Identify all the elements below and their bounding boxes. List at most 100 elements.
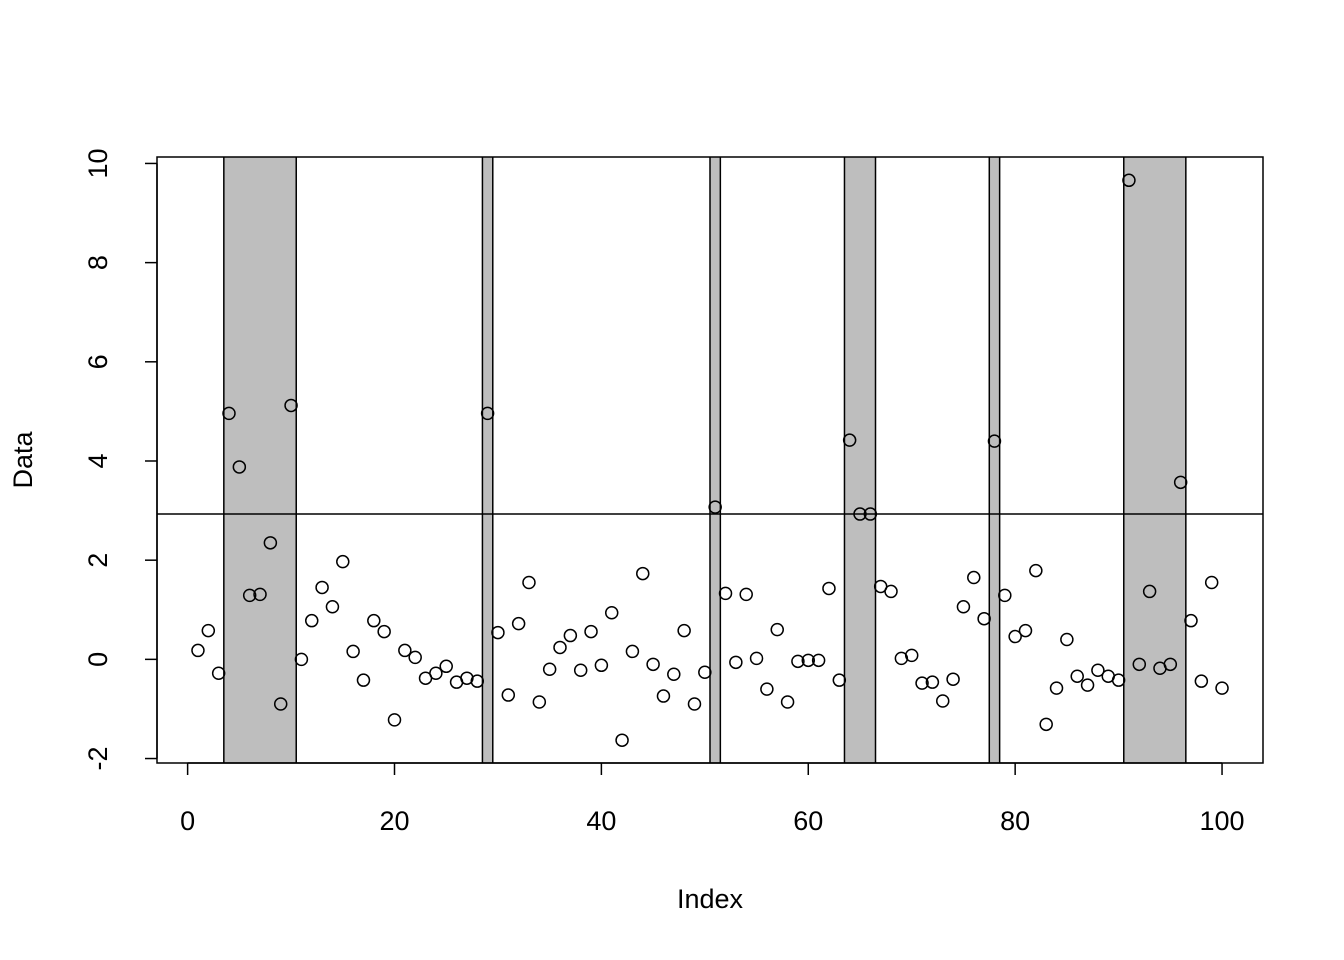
point [925,675,940,689]
y-tick-label: 0 [83,652,113,667]
point [791,654,805,669]
point [667,667,681,681]
point [604,605,619,620]
point [594,658,609,673]
point [1018,623,1033,638]
point [656,689,671,703]
point [367,613,381,628]
point [191,643,205,658]
point [1173,475,1188,490]
point [998,588,1012,603]
point [677,623,691,638]
point [356,673,371,687]
point [853,507,867,521]
shaded-region [843,157,877,763]
shaded-region [223,157,297,763]
y-tick-label: 4 [83,453,113,468]
point [967,570,981,585]
point [842,433,857,447]
point [470,674,485,688]
point [542,662,557,677]
point [532,695,547,709]
point [1204,575,1219,590]
point [708,500,722,514]
point [1122,173,1136,188]
point [687,697,702,711]
point [211,666,226,680]
point [749,651,764,666]
point [480,406,495,421]
point [377,624,391,639]
point [408,650,422,665]
point [832,673,847,687]
point [646,657,660,672]
point [625,644,640,659]
point [1091,663,1105,678]
point [729,655,743,670]
point [904,648,919,663]
point [1111,673,1126,687]
point [863,507,878,521]
shaded-region [709,157,722,763]
point [325,600,340,614]
point [1215,681,1229,695]
point [698,665,712,679]
point [977,611,991,626]
point [336,554,350,569]
point [1163,657,1178,672]
point [615,733,629,747]
point [884,584,898,599]
x-tick-label: 60 [793,806,823,836]
point [636,566,650,581]
point [811,653,826,668]
point [563,628,578,643]
point [1039,717,1053,732]
shaded-region [1123,157,1187,763]
point [398,643,412,658]
point [1142,584,1157,599]
point [956,600,971,614]
point [770,622,784,637]
point [1029,563,1043,578]
point [780,695,795,709]
x-tick-label: 80 [1000,806,1030,836]
point [915,676,929,690]
point [511,616,526,631]
point [718,586,733,601]
point [232,460,247,474]
y-tick-label: -2 [83,747,113,771]
point [739,587,753,602]
point [1184,613,1198,628]
shaded-region [988,157,1001,763]
point [315,580,329,595]
point [553,640,567,655]
point [522,575,536,590]
point [222,406,236,421]
point [584,624,598,639]
x-tick-label: 20 [379,806,409,836]
point [573,663,588,678]
point [946,672,960,686]
point [387,713,402,727]
point [273,697,288,711]
point [201,623,216,638]
point [263,536,278,550]
point [501,688,516,702]
point [294,652,309,667]
y-tick-label: 2 [83,553,113,568]
point [760,682,774,696]
x-tick-label: 100 [1200,806,1245,836]
point [284,398,298,413]
point [242,588,257,603]
point [822,581,836,596]
point [987,434,1002,448]
point [1008,629,1022,644]
point [935,694,950,708]
y-tick-label: 6 [83,354,113,369]
point [1049,681,1064,695]
point [1080,678,1095,692]
point [1194,674,1209,688]
y-axis-label: Data [8,431,38,489]
shaded-region [481,157,494,763]
